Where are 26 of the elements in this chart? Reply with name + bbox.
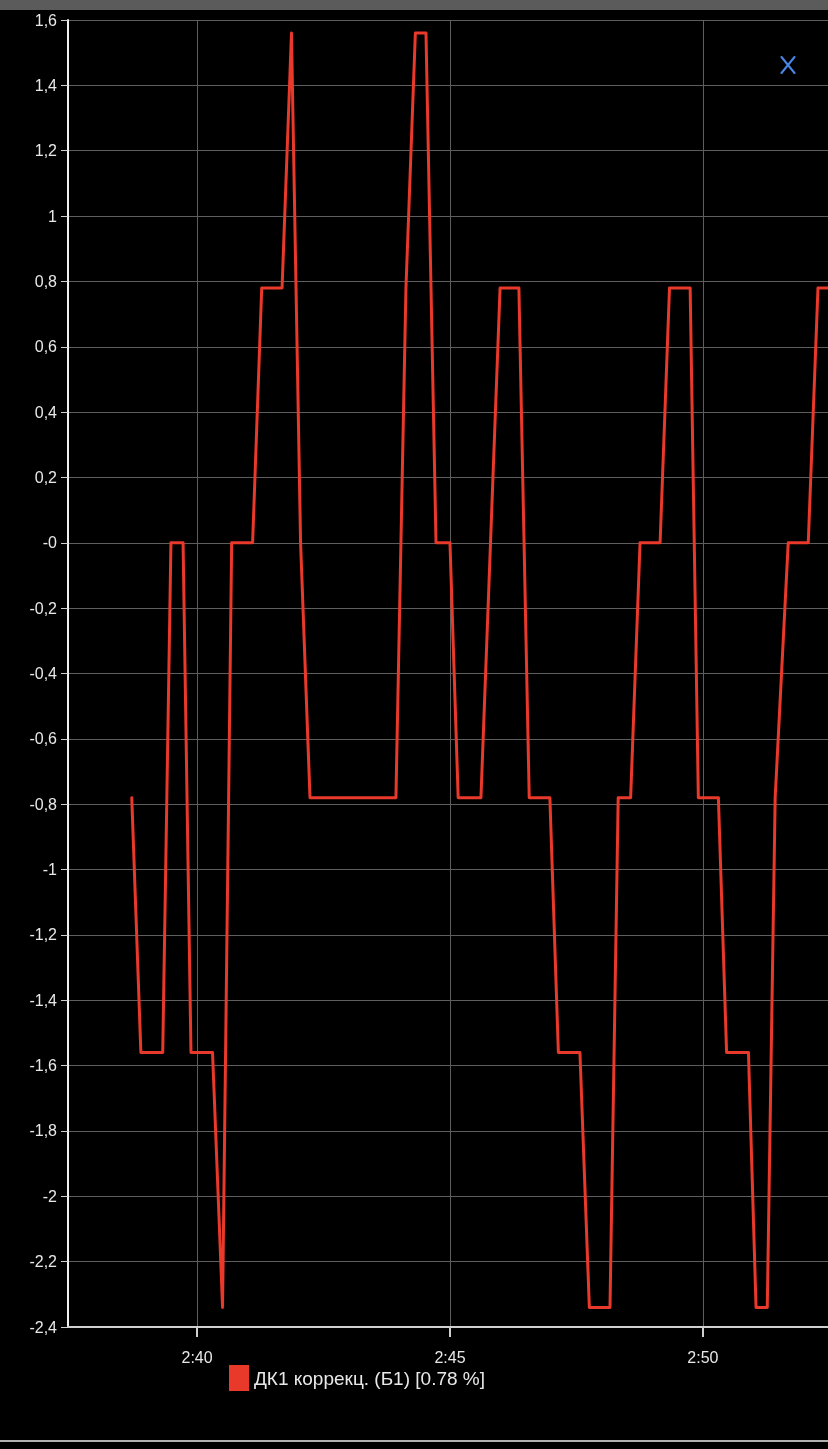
legend-label: ДК1 коррекц. (Б1) [0.78 %] (254, 1367, 486, 1389)
y-tick-label: 1,2 (34, 142, 58, 160)
y-tick-label: 0,8 (34, 272, 58, 290)
y-tick-label: 1,6 (34, 11, 58, 29)
y-tick-label: -0,6 (29, 730, 58, 748)
y-tick-label: -1,2 (29, 926, 58, 944)
y-tick-label: -0,4 (29, 665, 58, 682)
line-series (130, 31, 828, 1309)
y-tick-label: -1,6 (29, 1057, 58, 1075)
y-tick-label: -1,4 (29, 991, 58, 1009)
y-tick-label: -0,8 (29, 795, 58, 813)
y-tick-label: -1 (42, 861, 58, 879)
x-tick-label: 2:50 (687, 1348, 719, 1366)
y-tick-label: 0,4 (34, 403, 58, 421)
y-tick-label: 1 (48, 207, 58, 225)
y-tick-label: -2,2 (29, 1253, 58, 1271)
y-tick-label: -2 (42, 1187, 58, 1205)
y-tick-label: -2,4 (29, 1318, 58, 1336)
y-tick-label: -0 (42, 534, 58, 552)
x-tick-label: 2:40 (181, 1348, 213, 1366)
y-tick-label: 0,2 (34, 468, 58, 486)
x-tick-label: 2:45 (434, 1348, 466, 1366)
y-tick-label: 0,6 (34, 338, 58, 356)
y-tick-label: -1,8 (29, 1122, 58, 1140)
y-tick-label: 1,4 (34, 76, 58, 94)
y-tick-label: -0,2 (29, 599, 58, 617)
